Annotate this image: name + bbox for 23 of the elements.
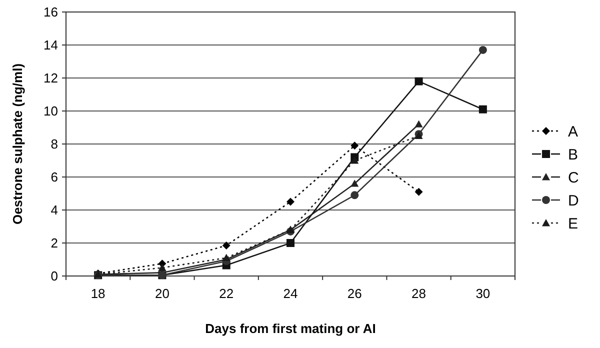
legend-label: A [568, 123, 578, 140]
y-tick-label: 6 [50, 170, 58, 185]
x-tick-label: 24 [283, 286, 298, 301]
x-axis-title: Days from first mating or AI [205, 321, 376, 336]
legend-label: D [568, 192, 579, 210]
legend-label: C [568, 169, 579, 186]
x-tick-label: 28 [412, 286, 426, 301]
y-tick-label: 12 [44, 70, 58, 86]
x-tick-label: 18 [90, 286, 106, 301]
y-tick-label: 14 [44, 38, 58, 53]
y-tick-label: 8 [50, 136, 58, 152]
y-tick-label: 0 [50, 268, 58, 284]
x-tick-label: 22 [219, 286, 234, 301]
y-tick-label: 4 [50, 202, 58, 218]
x-tick-label: 20 [154, 286, 170, 301]
x-tick-label: 26 [347, 286, 362, 301]
y-axis-title: Oestrone sulphate (ng/ml) [10, 63, 25, 225]
y-tick-label: 2 [50, 236, 58, 251]
legend-label: B [568, 146, 578, 164]
y-tick-label: 16 [44, 4, 58, 20]
x-tick-label: 30 [476, 286, 490, 301]
legend-label: E [568, 215, 578, 232]
y-tick-label: 10 [44, 104, 58, 119]
